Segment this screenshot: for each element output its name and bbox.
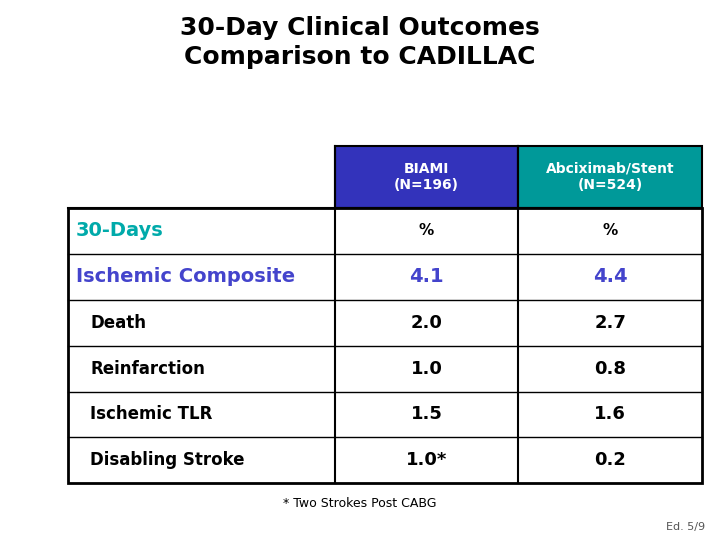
Text: * Two Strokes Post CABG: * Two Strokes Post CABG [283,497,437,510]
Text: Ischemic Composite: Ischemic Composite [76,267,294,286]
Text: %: % [603,224,618,238]
Text: 4.4: 4.4 [593,267,627,286]
Text: 4.1: 4.1 [409,267,444,286]
Text: Reinfarction: Reinfarction [90,360,205,377]
Text: Death: Death [90,314,146,332]
Text: 1.0: 1.0 [410,360,442,377]
Text: 0.2: 0.2 [594,451,626,469]
Text: %: % [419,224,434,238]
Text: Ed. 5/9: Ed. 5/9 [667,522,706,532]
Text: 1.5: 1.5 [410,406,442,423]
Text: 2.0: 2.0 [410,314,442,332]
Text: Ischemic TLR: Ischemic TLR [90,406,212,423]
Text: 1.6: 1.6 [594,406,626,423]
Text: 0.8: 0.8 [594,360,626,377]
Text: 2.7: 2.7 [594,314,626,332]
Text: BIAMI
(N=196): BIAMI (N=196) [394,162,459,192]
Text: 30-Day Clinical Outcomes
Comparison to CADILLAC: 30-Day Clinical Outcomes Comparison to C… [180,16,540,69]
FancyBboxPatch shape [335,146,518,208]
Text: 30-Days: 30-Days [76,221,163,240]
Text: Abciximab/Stent
(N=524): Abciximab/Stent (N=524) [546,162,675,192]
Text: Disabling Stroke: Disabling Stroke [90,451,245,469]
Text: 1.0*: 1.0* [405,451,447,469]
FancyBboxPatch shape [518,146,702,208]
